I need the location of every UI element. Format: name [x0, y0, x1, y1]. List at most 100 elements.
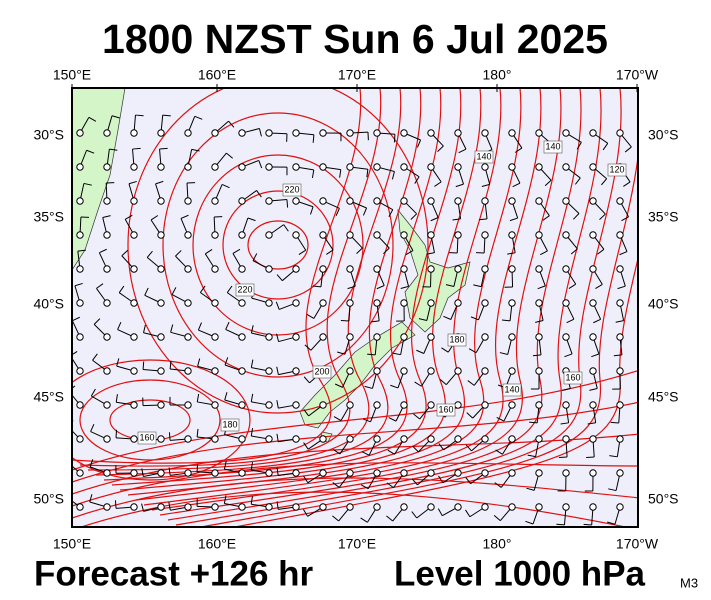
barb-staff [566, 339, 573, 355]
station [616, 435, 624, 443]
isobar [103, 88, 442, 481]
barb-staff [620, 306, 625, 321]
station [238, 367, 246, 375]
barb-staff [458, 169, 464, 185]
barb-feather [332, 482, 340, 488]
station [346, 401, 354, 409]
station [400, 503, 408, 511]
station [184, 197, 192, 205]
station [346, 435, 354, 443]
barb-feather [141, 503, 145, 512]
barb-feather [371, 320, 380, 323]
station [319, 299, 327, 307]
barb-feather [196, 463, 199, 472]
station [427, 469, 435, 477]
contour-label-box [220, 418, 240, 432]
barb-staff [344, 339, 350, 355]
station [562, 231, 570, 239]
barb-staff [567, 271, 577, 285]
barb-staff [620, 271, 626, 287]
barb-feather [481, 183, 490, 187]
isobars [72, 88, 638, 527]
barb-feather [529, 421, 538, 424]
barb-feather [276, 274, 283, 282]
lon-label-top: 160°E [198, 67, 236, 83]
barb-feather [478, 218, 488, 221]
barb-feather [437, 508, 443, 516]
station [454, 401, 462, 409]
barb-feather [434, 181, 442, 187]
barb-feather [532, 354, 542, 357]
barb-staff [244, 190, 257, 200]
contour-label: 160 [438, 404, 453, 414]
barb-staff [421, 373, 430, 387]
barb-staff [251, 367, 266, 371]
barb-feather [143, 324, 146, 333]
barb-staff [621, 135, 632, 148]
barb-feather [72, 351, 78, 356]
barb-staff [470, 474, 483, 485]
station [76, 163, 84, 171]
station [130, 435, 138, 443]
barb-staff [539, 271, 546, 287]
contour-label-box [502, 383, 522, 397]
station [211, 197, 219, 205]
station [481, 435, 489, 443]
barb-feather [298, 249, 306, 255]
barb-feather [276, 333, 280, 342]
barb-feather [414, 381, 422, 387]
lat-label-right: 45°S [648, 389, 679, 405]
station [265, 401, 273, 409]
barb-staff [105, 182, 108, 198]
barb-staff [478, 305, 485, 320]
barb-feather [326, 249, 334, 255]
barb-feather [250, 359, 254, 368]
station [319, 129, 327, 137]
station [589, 231, 597, 239]
isobar [72, 433, 638, 495]
isobar [127, 88, 502, 496]
station [400, 435, 408, 443]
barb-staff [352, 201, 367, 209]
barb-staff [472, 407, 484, 419]
barb-staff [367, 509, 376, 523]
barb-staff [621, 203, 630, 218]
barb-feather [387, 449, 395, 455]
model-label: M3 [680, 575, 698, 590]
station [589, 469, 597, 477]
station [589, 197, 597, 205]
station [130, 197, 138, 205]
barb-staff [91, 395, 105, 404]
barb-feather [623, 181, 631, 187]
station [454, 163, 462, 171]
station [76, 231, 84, 239]
barb-feather [613, 354, 622, 357]
barb-staff [512, 169, 521, 184]
station [265, 299, 273, 307]
barb-feather [587, 422, 596, 425]
station [481, 333, 489, 341]
barb-staff [170, 438, 185, 441]
barb-feather [276, 501, 279, 510]
station [157, 231, 165, 239]
station [319, 231, 327, 239]
barb-staff [245, 128, 260, 133]
isobar [151, 88, 562, 511]
barb-staff [217, 120, 229, 132]
barb-feather [256, 190, 262, 198]
station [589, 333, 597, 341]
barb-feather [276, 400, 279, 409]
barb-feather [128, 180, 137, 185]
station [319, 435, 327, 443]
barb-feather [586, 456, 595, 459]
contour-label: 140 [476, 151, 491, 161]
lat-label-right: 50°S [648, 491, 679, 507]
station [292, 129, 300, 137]
station [346, 129, 354, 137]
station [238, 299, 246, 307]
barb-staff [502, 441, 511, 455]
station [589, 503, 597, 511]
barb-staff [242, 217, 249, 233]
barb-feather [593, 318, 601, 324]
station [76, 367, 84, 375]
